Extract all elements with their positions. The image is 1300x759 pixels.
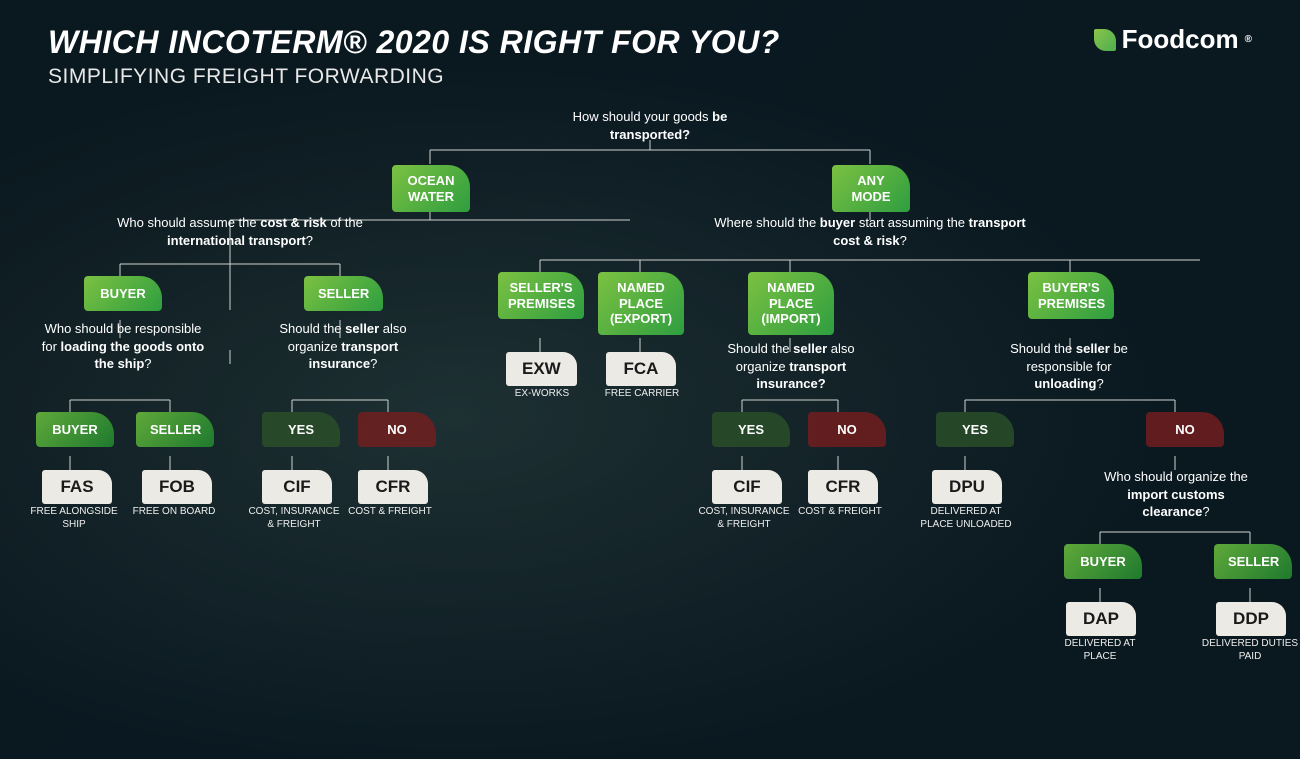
logo-text: Foodcom xyxy=(1122,24,1239,55)
result-ddp-sub: DELIVERED DUTIES PAID xyxy=(1200,638,1300,663)
choice-importins-no: NO xyxy=(808,412,886,447)
choice-sellers-premises: SELLER'SPREMISES xyxy=(498,272,584,319)
choice-sellerins-no: NO xyxy=(358,412,436,447)
q-customs: Who should organize the import customs c… xyxy=(1096,468,1256,521)
brand-logo: Foodcom ® xyxy=(1094,24,1252,55)
page-subtitle: SIMPLIFYING FREIGHT FORWARDING xyxy=(48,65,780,89)
result-fas: FAS xyxy=(42,470,112,504)
choice-loading-seller: SELLER xyxy=(136,412,214,447)
choice-buyers-premises: BUYER'SPREMISES xyxy=(1028,272,1114,319)
choice-importins-yes: YES xyxy=(712,412,790,447)
result-cif2-sub: COST, INSURANCE & FREIGHT xyxy=(694,506,794,531)
choice-ocean-water: OCEANWATER xyxy=(392,165,470,212)
choice-customs-buyer: BUYER xyxy=(1064,544,1142,579)
choice-unloading-yes: YES xyxy=(936,412,1014,447)
q-loading: Who should be responsible for loading th… xyxy=(38,320,208,373)
result-cfr2-sub: COST & FREIGHT xyxy=(790,506,890,519)
result-dap-sub: DELIVERED AT PLACE xyxy=(1050,638,1150,663)
result-cif: CIF xyxy=(262,470,332,504)
choice-any-mode: ANYMODE xyxy=(832,165,910,212)
logo-mark: ® xyxy=(1245,34,1252,45)
result-fob: FOB xyxy=(142,470,212,504)
result-exw-sub: EX-WORKS xyxy=(492,388,592,401)
page-title: WHICH INCOTERM® 2020 IS RIGHT FOR YOU? xyxy=(48,24,780,61)
header: WHICH INCOTERM® 2020 IS RIGHT FOR YOU? S… xyxy=(48,24,1252,89)
result-fca-sub: FREE CARRIER xyxy=(592,388,692,401)
result-dpu: DPU xyxy=(932,470,1002,504)
result-cif2: CIF xyxy=(712,470,782,504)
result-cif-sub: COST, INSURANCE & FREIGHT xyxy=(244,506,344,531)
q-unloading: Should the seller be responsible for unl… xyxy=(994,340,1144,393)
result-cfr: CFR xyxy=(358,470,428,504)
result-dap: DAP xyxy=(1066,602,1136,636)
choice-named-export: NAMEDPLACE(EXPORT) xyxy=(598,272,684,335)
result-cfr2: CFR xyxy=(808,470,878,504)
choice-unloading-no: NO xyxy=(1146,412,1224,447)
choice-named-import: NAMEDPLACE(IMPORT) xyxy=(748,272,834,335)
q-import-insurance: Should the seller also organize transpor… xyxy=(716,340,866,393)
q-seller-insurance: Should the seller also organize transpor… xyxy=(268,320,418,373)
q-ocean: Who should assume the cost & risk of the… xyxy=(110,214,370,249)
result-exw: EXW xyxy=(506,352,577,386)
result-fas-sub: FREE ALONGSIDE SHIP xyxy=(24,506,124,531)
q-anymode: Where should the buyer start assuming th… xyxy=(700,214,1040,249)
choice-customs-seller: SELLER xyxy=(1214,544,1292,579)
choice-loading-buyer: BUYER xyxy=(36,412,114,447)
choice-ocean-seller: SELLER xyxy=(304,276,383,311)
choice-sellerins-yes: YES xyxy=(262,412,340,447)
result-fob-sub: FREE ON BOARD xyxy=(124,506,224,519)
result-cfr-sub: COST & FREIGHT xyxy=(340,506,440,519)
leaf-icon xyxy=(1094,29,1116,51)
choice-ocean-buyer: BUYER xyxy=(84,276,162,311)
result-ddp: DDP xyxy=(1216,602,1286,636)
q-root: How should your goods be transported? xyxy=(540,108,760,143)
result-fca: FCA xyxy=(606,352,676,386)
result-dpu-sub: DELIVERED AT PLACE UNLOADED xyxy=(916,506,1016,531)
